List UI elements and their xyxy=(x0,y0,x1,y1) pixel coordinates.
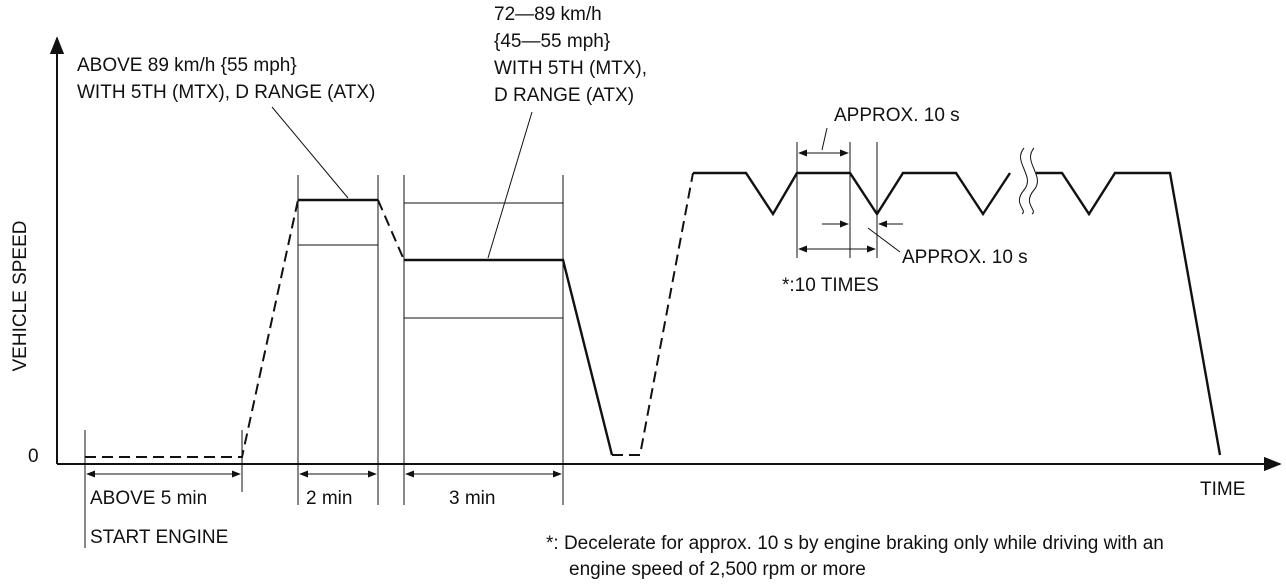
range-72-89-line2: {45—55 mph} xyxy=(494,31,610,52)
speed-band-lines xyxy=(298,202,563,319)
approx-10s-top-label: APPROX. 10 s xyxy=(834,105,960,126)
above-89-label-line1: ABOVE 89 km/h {55 mph} xyxy=(77,55,297,76)
leader-lines xyxy=(271,106,901,259)
interval-guides xyxy=(84,142,878,548)
above-89-label-line2: WITH 5TH (MTX), D RANGE (ATX) xyxy=(77,82,375,103)
speed-profile xyxy=(85,171,1222,458)
ten-times-label: *:10 TIMES xyxy=(782,275,879,296)
start-engine-label: START ENGINE xyxy=(90,527,228,548)
range-72-89-line3: WITH 5TH (MTX), xyxy=(494,58,647,79)
footnote-line1: *: Decelerate for approx. 10 s by engine… xyxy=(546,533,1164,554)
break-mark xyxy=(1018,147,1038,215)
above-5-min-label: ABOVE 5 min xyxy=(90,488,207,509)
approx-10s-bottom-label: APPROX. 10 s xyxy=(902,247,1028,268)
x-axis-label: TIME xyxy=(1200,479,1245,500)
y-zero-label: 0 xyxy=(28,446,39,467)
three-min-label: 3 min xyxy=(449,488,495,509)
range-72-89-line4: D RANGE (ATX) xyxy=(494,85,634,106)
range-72-89-line1: 72—89 km/h xyxy=(494,4,602,25)
footnote-line2: engine speed of 2,500 rpm or more xyxy=(569,559,866,580)
y-axis-label: VEHICLE SPEED xyxy=(10,221,31,372)
interval-arrows xyxy=(86,149,903,478)
two-min-label: 2 min xyxy=(306,488,352,509)
